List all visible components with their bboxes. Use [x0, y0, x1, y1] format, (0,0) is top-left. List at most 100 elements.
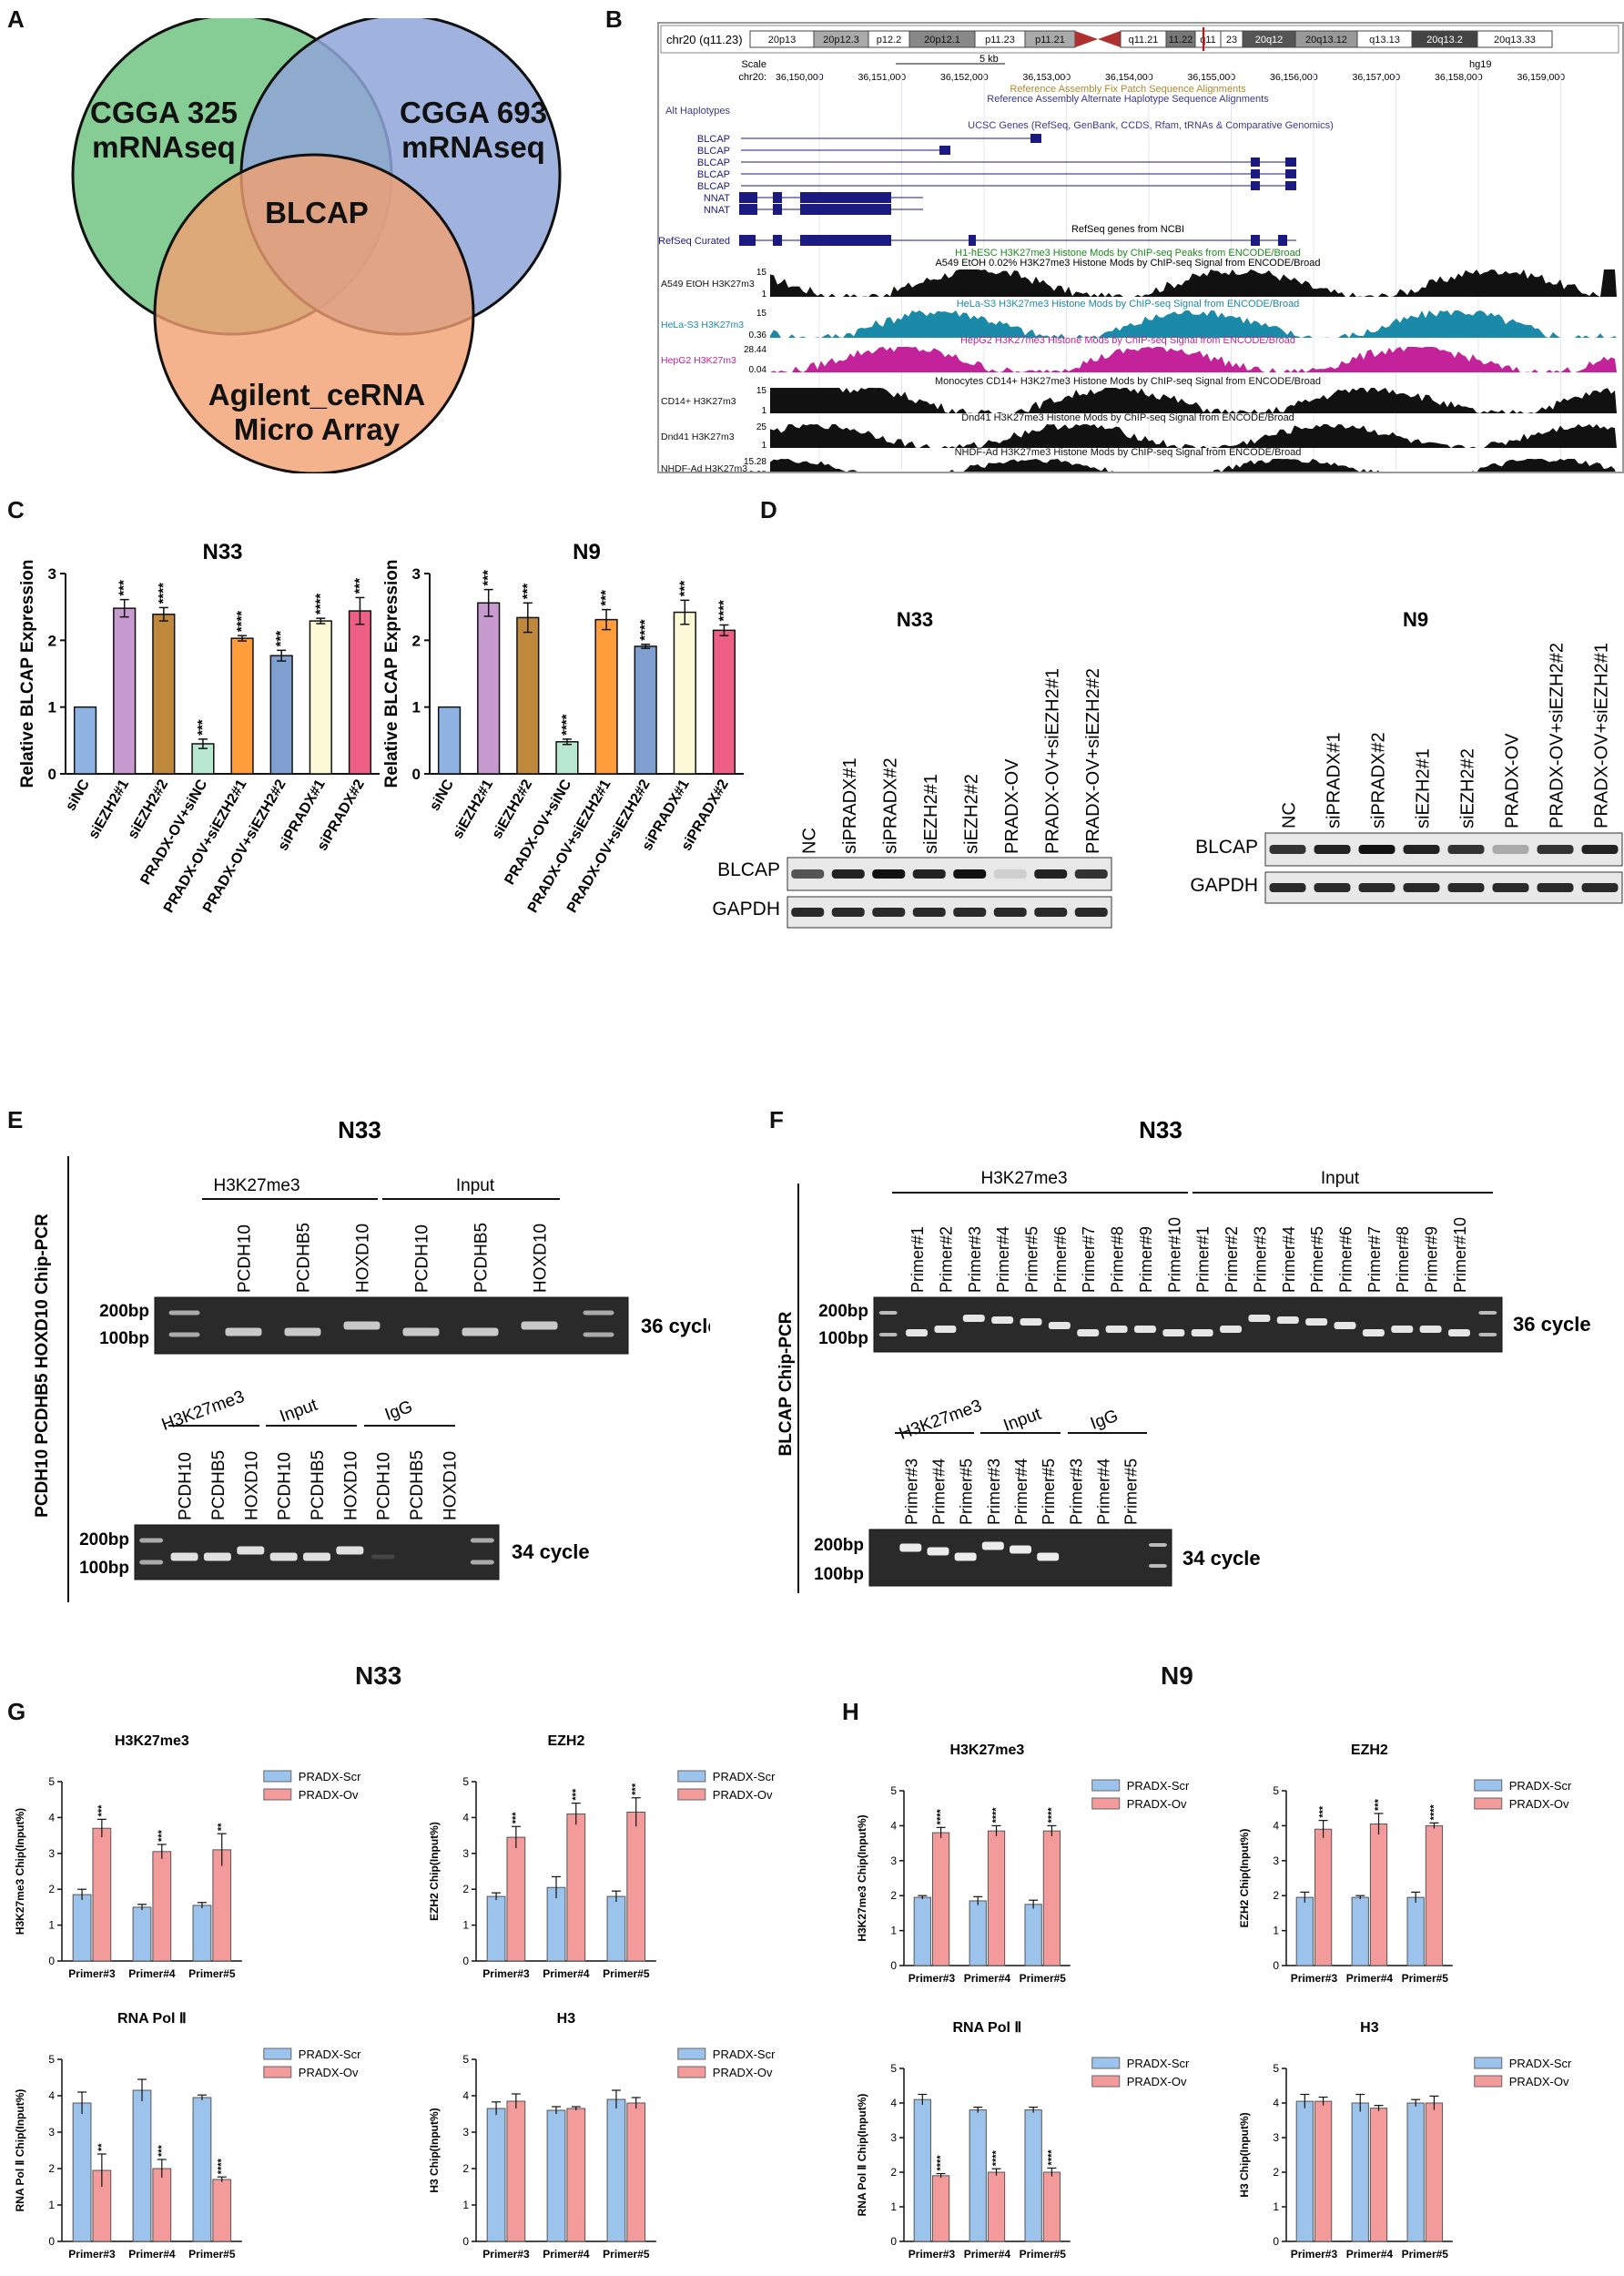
group-label: H3K27me3 [980, 1169, 1067, 1188]
assembly-label: hg19 [1469, 59, 1491, 70]
x-tick-label: Primer#3 [482, 2248, 530, 2261]
y-tick-label: 5 [48, 2053, 55, 2066]
chrom-band-label: 11.22 [1169, 35, 1193, 46]
blot-band [791, 869, 825, 879]
gel-bottom-e [134, 1524, 500, 1580]
x-tick-label: siEZH2#2 [126, 777, 172, 841]
y-tick-label: 4 [48, 1811, 55, 1824]
blot-band [1492, 845, 1529, 854]
x-tick-label: siEZH2#1 [450, 777, 496, 841]
bar [546, 1886, 566, 1962]
a549-track: A549 EtOH 0.02% H3K27me3 Histone Mods by… [935, 258, 1320, 269]
gel-band [1105, 1326, 1128, 1333]
y-tick-label: 3 [462, 1847, 469, 1860]
blot-band [831, 869, 865, 879]
blot-band [993, 869, 1027, 879]
significance-label: **** [156, 583, 171, 605]
chart-g-h3: H3 H3 Chip(Input%) 0 1 2 3 4 5 Primer#3 Primer#4 P… [428, 2011, 776, 2261]
lane-label: Primer#5 [958, 1458, 976, 1525]
chrom-band-label: p12.2 [877, 35, 902, 46]
position-label: 36,159,000 [1517, 72, 1566, 83]
blot-band [912, 869, 946, 879]
group-label: Input [1001, 1404, 1045, 1435]
gel-band [269, 1552, 298, 1561]
x-tick-label: Primer#4 [543, 1967, 590, 1980]
gel-band [1162, 1329, 1185, 1336]
gel-band [139, 1538, 164, 1543]
genome-browser: chr20 (q11.23) 20p13 20p12.3 p12.2 20p12.1 p1… [657, 22, 1624, 480]
gel-band [927, 1547, 949, 1556]
bar [212, 2179, 232, 2242]
bar [566, 2108, 586, 2242]
position-label: 36,155,000 [1188, 72, 1236, 83]
chart-g-h3k27me3: H3K27me3 H3K27me3 Chip(Input%) 0 1 2 3 4 5 *** Pr… [14, 1733, 361, 1980]
significance-label: *** [511, 1812, 522, 1824]
chrom-band-label: p11.23 [985, 35, 1015, 46]
y-tick-label: 1 [48, 699, 56, 716]
blot-band [1537, 883, 1574, 892]
legend-label: PRADX-Ov [1127, 2075, 1187, 2088]
blot-band [953, 869, 987, 879]
y-tick-label: 1 [48, 2199, 55, 2211]
chrom-label: chr20 (q11.23) [666, 33, 743, 46]
row-label: BLCAP [717, 859, 780, 880]
y-tick-label: 3 [48, 565, 56, 583]
y-axis-label: Relative BLCAP Expression [18, 560, 37, 788]
legend-swatch [263, 2047, 292, 2060]
track-max: 15 [756, 386, 767, 396]
blot-band [831, 908, 865, 917]
gel-band [521, 1321, 558, 1330]
bar [1351, 1896, 1369, 1966]
panel-h-title: N9 [1161, 1661, 1193, 1690]
gel-band [1077, 1329, 1100, 1336]
gel-band [1391, 1326, 1414, 1333]
lane-label: Primer#10 [1165, 1217, 1183, 1293]
lane-label: PCDHB5 [209, 1450, 228, 1520]
y-tick-label: 4 [462, 2089, 469, 2102]
bar [555, 741, 579, 775]
bar [1314, 2100, 1333, 2242]
lane-label: siEZH2#2 [961, 774, 981, 854]
gene-exon [800, 204, 891, 215]
significance-label: *** [117, 580, 132, 596]
y-tick-label: 5 [1273, 1784, 1279, 1797]
chrom-band-label: 20q13.2 [1426, 35, 1463, 46]
gel-band [470, 1560, 494, 1565]
lane-label: Primer#8 [1109, 1226, 1127, 1293]
chip-f-title: N33 [1139, 1116, 1182, 1143]
gel-band [1148, 1564, 1167, 1568]
gel-band [470, 1538, 494, 1543]
lane-label: Primer#3 [985, 1458, 1003, 1525]
blot-band [791, 908, 825, 917]
bar [913, 2098, 931, 2242]
blot-band [872, 908, 906, 917]
bar [486, 1895, 506, 1962]
bar [1295, 2100, 1314, 2242]
panel-label-h: H [842, 1698, 859, 1725]
y-tick-label: 2 [462, 1883, 469, 1895]
bar [72, 2102, 92, 2242]
group-label: Input [456, 1176, 495, 1195]
lane-label: PCDHB5 [472, 1223, 492, 1293]
lane-label: PCDH10 [375, 1452, 394, 1520]
gene-exon [1251, 157, 1260, 167]
bar [566, 1813, 586, 1962]
y-tick-label: 0 [1273, 2235, 1279, 2248]
lane-label: HOXD10 [354, 1224, 373, 1293]
cycle-label: 36 cycle [1513, 1313, 1591, 1336]
y-axis-label: H3K27me3 Chip(Input%) [856, 1814, 868, 1941]
lane-label: Primer#1 [1194, 1226, 1213, 1293]
gel-band [225, 1327, 262, 1336]
lane-label: siEZH2#2 [1458, 748, 1478, 828]
blot-band [1269, 845, 1306, 854]
legend-swatch [1091, 1797, 1121, 1810]
significance-label: *** [157, 1829, 167, 1842]
venn-circle-agilent [153, 153, 475, 473]
position-label: 36,152,000 [940, 72, 989, 83]
gene-label: NNAT [704, 193, 730, 204]
gene-exon [1285, 169, 1296, 178]
gel-band [1048, 1322, 1071, 1329]
panel-g-title: N33 [355, 1661, 402, 1690]
chrom-band-label: 20q13.33 [1494, 35, 1536, 46]
gene-exon [969, 235, 976, 246]
